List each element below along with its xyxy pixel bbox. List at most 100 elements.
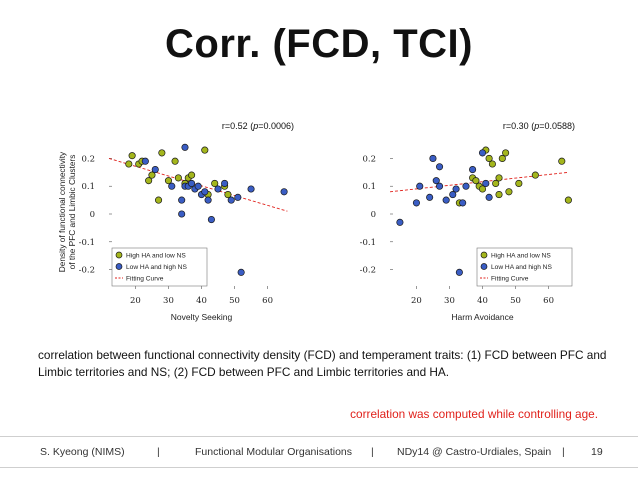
x-tick-label: 30 — [444, 296, 455, 306]
y-tick-label: -0.2 — [360, 266, 376, 276]
correlation-annotation: r=0.52 (p=0.0006) — [222, 121, 294, 131]
legend-marker-green — [480, 251, 488, 259]
point-high-ha-low-ns — [155, 196, 163, 204]
point-high-ha-low-ns — [125, 160, 133, 168]
point-high-ha-low-ns — [495, 191, 503, 199]
legend-marker-blue — [480, 263, 488, 270]
point-low-ha-high-ns — [280, 188, 288, 196]
slide-caption: correlation between functional connectiv… — [38, 348, 607, 379]
legend-label: High HA and low NS — [491, 253, 551, 260]
point-high-ha-low-ns — [128, 152, 136, 160]
footer-separator: | — [371, 446, 374, 458]
y-tick-label: -0.2 — [79, 266, 95, 276]
y-tick-label: 0 — [371, 210, 376, 220]
point-low-ha-high-ns — [188, 179, 196, 187]
annotation-p-symbol: p — [533, 121, 539, 131]
slide-title: Corr. (FCD, TCI) — [165, 22, 473, 66]
point-low-ha-high-ns — [234, 193, 242, 201]
point-low-ha-high-ns — [459, 199, 467, 207]
point-high-ha-low-ns — [478, 185, 487, 193]
slide-footer: S. Kyeong (NIMS) | Functional Modular Or… — [0, 436, 638, 468]
y-tick-label: -0.1 — [79, 238, 95, 248]
x-tick-label: 30 — [163, 296, 174, 306]
chart-legend: High HA and low NS Low HA and high NS Fitt… — [111, 247, 208, 287]
x-tick-label: 20 — [130, 296, 141, 306]
legend-box — [476, 247, 573, 287]
y-tick-label: 0 — [90, 210, 95, 220]
legend-marker-blue — [115, 263, 123, 270]
point-low-ha-high-ns — [436, 163, 444, 171]
point-low-ha-high-ns — [247, 185, 255, 193]
footer-separator: | — [562, 446, 565, 458]
point-high-ha-low-ns — [158, 149, 166, 157]
correlation-annotation: r=0.30 (p=0.0588) — [503, 121, 575, 131]
x-axis-label: Harm Avoidance — [451, 312, 513, 322]
point-low-ha-high-ns — [436, 182, 444, 190]
scatter-chart-harm-avoidance: r=0.30 (p=0.0588) -0.2 -0.1 0 0.1 0.2 20 30 40 50… — [360, 121, 575, 322]
point-high-ha-low-ns — [145, 177, 153, 185]
legend-label: Fitting Curve — [126, 276, 164, 283]
point-high-ha-low-ns — [564, 196, 572, 204]
point-high-ha-low-ns — [174, 174, 182, 182]
annotation-p-value: =0.0588) — [539, 121, 575, 131]
point-high-ha-low-ns — [485, 154, 493, 162]
point-low-ha-high-ns — [469, 166, 477, 174]
point-low-ha-high-ns — [478, 149, 487, 157]
point-high-ha-low-ns — [171, 157, 179, 165]
x-tick-label: 60 — [262, 296, 273, 306]
point-low-ha-high-ns — [204, 196, 212, 204]
point-high-ha-low-ns — [505, 188, 513, 196]
legend-label: Low HA and high NS — [126, 264, 187, 271]
x-tick-label: 40 — [196, 296, 207, 306]
point-high-ha-low-ns — [515, 179, 523, 187]
point-high-ha-low-ns — [558, 157, 566, 165]
x-tick-label: 20 — [411, 296, 422, 306]
point-low-ha-high-ns — [432, 177, 440, 185]
point-low-ha-high-ns — [485, 193, 493, 201]
point-low-ha-high-ns — [181, 143, 189, 151]
point-high-ha-low-ns — [164, 177, 173, 185]
point-low-ha-high-ns — [168, 182, 176, 190]
legend-label: Fitting Curve — [491, 276, 529, 283]
point-low-ha-high-ns — [455, 268, 463, 276]
y-tick-label: 0.1 — [362, 182, 376, 192]
point-low-ha-high-ns — [429, 154, 437, 162]
point-low-ha-high-ns — [201, 188, 209, 196]
x-tick-label: 60 — [543, 296, 554, 306]
point-high-ha-low-ns — [502, 149, 510, 157]
point-low-ha-high-ns — [141, 157, 149, 165]
point-low-ha-high-ns — [151, 166, 159, 174]
y-axis-label: Density of functional connectivity — [57, 151, 67, 272]
point-high-ha-low-ns — [498, 154, 506, 162]
legend-label: Low HA and high NS — [491, 264, 552, 271]
annotation-p-symbol: p — [252, 121, 258, 131]
legend-box — [111, 247, 208, 287]
y-axis-label: of the PFC and Limbic Clusters — [67, 155, 77, 270]
x-tick-label: 50 — [510, 296, 521, 306]
point-low-ha-high-ns — [482, 179, 490, 187]
annotation-p-value: =0.0006) — [258, 121, 294, 131]
scatter-chart-novelty-seeking: r=0.52 (p=0.0006) -0.2 -0.1 0 0.1 0.2 20 30 40 50… — [57, 121, 294, 322]
point-low-ha-high-ns — [416, 182, 424, 190]
point-low-ha-high-ns — [214, 185, 222, 193]
footer-separator: | — [157, 446, 160, 458]
point-high-ha-low-ns — [531, 171, 539, 179]
point-high-ha-low-ns — [224, 191, 232, 199]
footer-author: S. Kyeong (NIMS) — [40, 446, 125, 458]
footer-page-number: 19 — [591, 446, 603, 458]
point-high-ha-low-ns — [201, 146, 209, 154]
point-low-ha-high-ns — [221, 179, 229, 187]
x-axis-label: Novelty Seeking — [171, 312, 233, 322]
point-low-ha-high-ns — [412, 199, 420, 207]
point-low-ha-high-ns — [442, 196, 450, 204]
point-low-ha-high-ns — [452, 185, 460, 193]
point-low-ha-high-ns — [227, 196, 235, 204]
x-tick-label: 40 — [477, 296, 488, 306]
point-low-ha-high-ns — [237, 268, 245, 276]
point-high-ha-low-ns — [211, 179, 219, 187]
legend-marker-green — [115, 251, 123, 259]
point-high-ha-low-ns — [188, 171, 196, 179]
age-control-note: correlation was computed while controlli… — [350, 407, 598, 421]
point-low-ha-high-ns — [449, 191, 457, 199]
annotation-r: r=0.30 ( — [503, 121, 534, 131]
